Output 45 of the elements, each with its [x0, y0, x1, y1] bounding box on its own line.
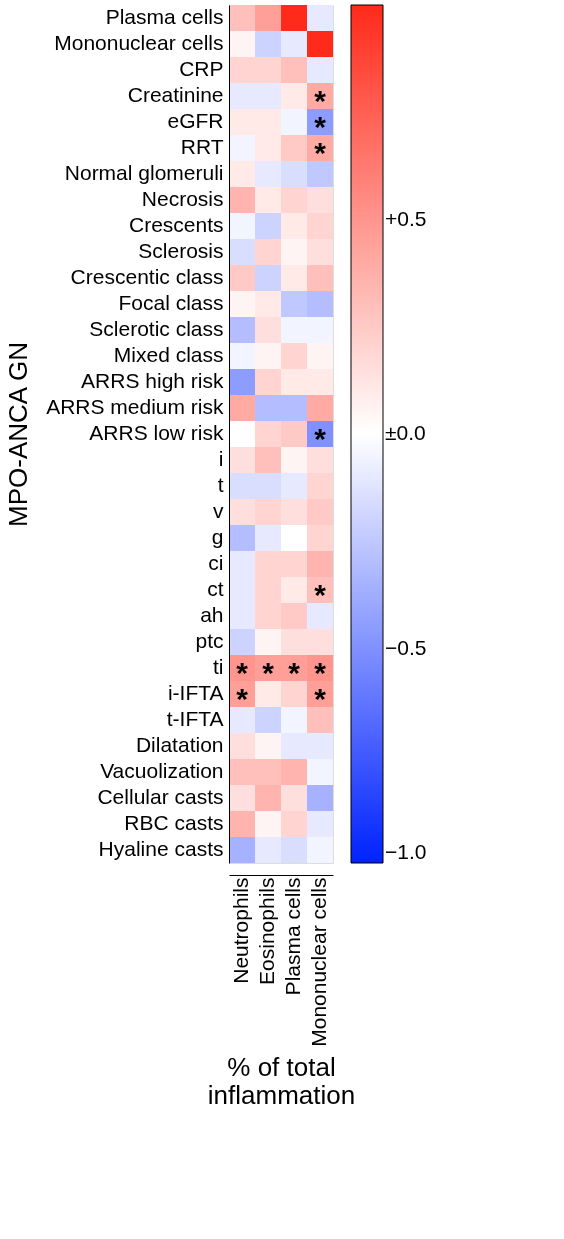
data-label: * — [288, 656, 301, 689]
data-label: * — [314, 578, 327, 611]
y-tick-label: ci — [208, 551, 224, 574]
y-tick-label: Crescentic class — [70, 265, 224, 288]
y-tick-label: ARRS low risk — [89, 421, 224, 444]
x-tick-label: Eosinophils — [255, 877, 278, 985]
y-tick-label: RBC casts — [124, 811, 224, 834]
color-bar-label: +0.5 — [385, 206, 427, 230]
y-tick-label: Sclerosis — [138, 239, 224, 262]
y-tick-label: ct — [207, 577, 224, 600]
y-tick-label: Necrosis — [141, 187, 224, 210]
y-tick-label: RRT — [180, 135, 224, 158]
y-tick-label: Sclerotic class — [89, 317, 224, 340]
y-tick-label: Mixed class — [113, 343, 224, 366]
color-bar-label: ±0.0 — [385, 421, 426, 444]
data-label: * — [262, 656, 275, 689]
y-tick-label: Cellular casts — [97, 785, 224, 808]
y-tick-label: Focal class — [118, 291, 224, 314]
y-tick-label: i — [218, 447, 224, 470]
y-tick-label: ah — [200, 603, 224, 626]
y-tick-label: t — [217, 473, 224, 496]
y-tick-label: Crescents — [128, 213, 224, 236]
y-tick-label: Vacuolization — [100, 759, 224, 782]
y-tick-label: ti — [213, 655, 224, 678]
data-label: * — [314, 422, 327, 455]
y-tick-label: CRP — [179, 57, 224, 80]
y-tick-label: g — [211, 525, 224, 548]
y-tick-label: t-IFTA — [166, 707, 224, 730]
y-tick-label: Normal glomeruli — [64, 161, 224, 184]
x-tick-label: Neutrophils — [229, 877, 252, 984]
color-bar-label: −0.5 — [385, 635, 427, 659]
color-bar-label: −1.0 — [385, 840, 427, 863]
y-tick-label: Plasma cells — [105, 5, 224, 28]
y-tick-label: Mononuclear cells — [54, 31, 224, 54]
y-tick-label: i-IFTA — [167, 681, 224, 704]
y-tick-label: ARRS medium risk — [46, 395, 224, 418]
y-tick-label: eGFR — [167, 109, 224, 132]
y-tick-label: ARRS high risk — [81, 369, 224, 392]
y-tick-label: Creatinine — [127, 83, 224, 106]
y-tick-label: Hyaline casts — [98, 837, 224, 860]
x-axis-title: % of total inflammation — [207, 1051, 356, 1110]
y-tick-label: ptc — [195, 629, 224, 652]
y-axis-title: MPO-ANCA GN — [3, 342, 34, 527]
y-tick-label: v — [213, 499, 224, 522]
y-tick-label: Dilatation — [135, 733, 224, 756]
